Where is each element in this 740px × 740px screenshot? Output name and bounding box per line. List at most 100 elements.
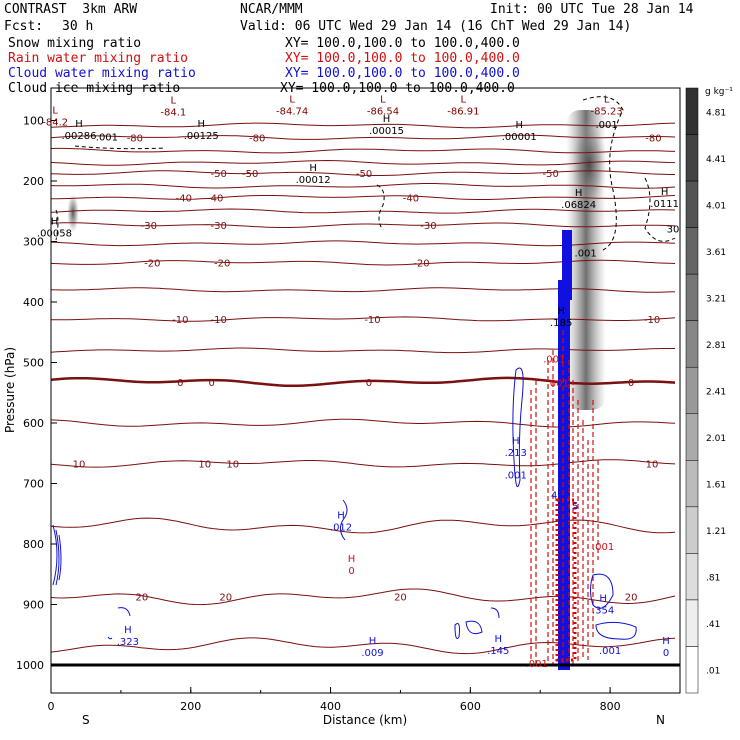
temperature-contour-label: -50 [356,169,372,180]
colorbar-swatch [685,506,699,554]
extremum-value: .0111 [650,199,679,210]
center-title: NCAR/MMM [240,2,303,17]
temperature-contour-label: -40 [207,193,223,204]
colorbar-swatch [685,273,699,321]
extremum-marker: H [51,217,59,228]
temperature-contour-label: 0 [628,378,634,389]
extremum-value: -84.74 [276,106,308,117]
temperature-contour-label: -80 [249,133,265,144]
extremum-value: .213 [505,448,527,459]
valid-time: Valid: 06 UTC Wed 29 Jan 14 (16 ChT Wed … [240,19,632,34]
rain-contours [530,330,599,665]
temperature-contour [51,122,676,129]
extremum-marker: H [348,554,356,565]
contour-label: 4 [551,491,557,502]
y-tick-label: 100 [23,115,44,128]
temperature-contour-label: 20 [135,593,148,604]
rain-core [555,498,577,662]
contour-label: .001 [543,355,565,366]
temperature-contour-label: 0 [209,378,215,389]
temperature-contour-label: 0 [366,378,372,389]
y-tick-label: 400 [23,296,44,309]
extremum-value: .185 [550,318,572,329]
temperature-contour [51,418,676,428]
temperature-contour-label: -50 [242,169,258,180]
temperature-contour [51,517,676,534]
temperature-contour-label: -10 [211,315,227,326]
extremum-marker: H [575,188,583,199]
field-snow-name: Snow mixing ratio [8,36,142,51]
north-label: N [656,713,665,727]
extremum-marker: H [369,636,377,647]
x-tick-label: 800 [600,700,621,713]
colorbar-level-label: .41 [706,620,720,630]
snow-contours [55,96,676,251]
extremum-marker: H [383,114,391,125]
extremum-value: .323 [117,637,139,648]
extremum-value: .06824 [561,200,596,211]
colorbar: .01 .41 .81 1.21 1.61 2.01 2.41 2.81 3.21 3.61 4.0… [685,87,726,694]
x-tick-label: 0 [48,700,55,713]
contour-label: 30 [667,224,680,235]
temperature-contour-label: 20 [394,593,407,604]
y-tick-label: 300 [23,236,44,249]
extremum-marker: L [380,94,386,105]
temperature-contour [51,376,676,388]
temperature-contour [51,194,676,200]
temperature-contour [51,134,676,140]
colorbar-level-label: 3.61 [706,248,726,258]
colorbar-swatch [685,413,699,461]
colorbar-swatch [685,180,699,228]
extremum-value: .00012 [296,175,331,186]
temperature-contour-label: -10 [644,315,660,326]
temperature-contour [51,222,676,228]
colorbar-level-label: 1.61 [706,481,726,491]
temperature-contour-label: -40 [403,193,419,204]
extremum-marker: H [662,636,670,647]
extremum-marker: H [309,163,317,174]
temperature-contour-label: 10 [73,460,86,471]
temperature-contour-label: -80 [645,133,661,144]
x-tick-label: 400 [320,700,341,713]
temperature-contour-label: -20 [413,259,429,270]
temperature-contour [51,347,675,354]
extremum-value: .012 [330,523,352,534]
extremum-value: .00015 [369,126,404,137]
temperature-contour [51,637,676,655]
colorbar-level-label: 4.01 [706,201,726,211]
extremum-marker: H [512,436,520,447]
temperature-contour-label: 20 [219,593,232,604]
temperature-contour-label: -20 [144,259,160,270]
temperature-contour-label: -30 [141,221,157,232]
field-snow-xy: XY= 100.0,100.0 to 100.0,400.0 [285,36,520,51]
extremum-marker: L [461,94,467,105]
init-time: Init: 00 UTC Tue 28 Jan 14 [490,2,694,17]
forecast-label: Fcst: [4,19,44,34]
y-tick-label: 700 [23,478,44,491]
extremum-value: .009 [361,648,383,659]
extremum-value: -86.91 [447,106,479,117]
temperature-contour-label: -20 [214,259,230,270]
temperature-contour-label: -50 [211,169,227,180]
extremum-marker: L [52,105,58,116]
extremum-value: -84.1 [160,108,186,119]
temperature-contour-label: -30 [211,221,227,232]
temperature-contour-label: 10 [646,460,659,471]
model-title: CONTRAST 3km ARW [4,2,138,17]
colorbar-swatch [685,366,699,415]
contour-label: .001 [526,659,548,670]
cloud-water-core [558,280,570,670]
extremum-marker: H [124,625,132,636]
extremum-marker: H [75,119,83,130]
colorbar-unit: g kg⁻¹ [705,87,733,97]
colorbar-level-label: 2.01 [706,434,726,444]
temperature-contour-label: 0 [177,378,183,389]
plot-frame [50,87,681,694]
contour-label: .001 [96,132,118,143]
temperature-contour [51,459,676,468]
colorbar-swatch [685,320,699,368]
colorbar-level-label: 3.21 [706,294,726,304]
colorbar-swatch [685,599,699,647]
south-label: S [82,713,90,727]
